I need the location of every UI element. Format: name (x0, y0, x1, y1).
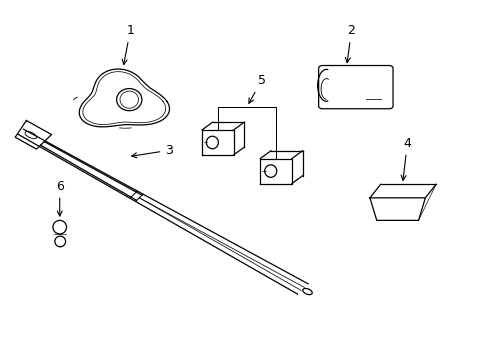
Text: 4: 4 (400, 137, 410, 180)
Text: 1: 1 (122, 24, 134, 64)
Text: 5: 5 (248, 74, 265, 103)
Text: 3: 3 (131, 144, 173, 158)
Text: 6: 6 (56, 180, 63, 216)
Text: 2: 2 (345, 24, 355, 63)
